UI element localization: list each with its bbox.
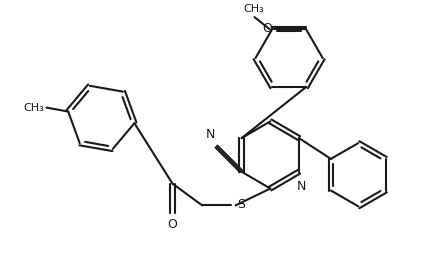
Text: O: O	[167, 218, 177, 231]
Text: S: S	[237, 198, 245, 211]
Text: CH₃: CH₃	[24, 102, 45, 113]
Text: CH₃: CH₃	[243, 4, 264, 14]
Text: N: N	[205, 128, 215, 141]
Text: N: N	[296, 180, 306, 193]
Text: O: O	[262, 22, 272, 36]
